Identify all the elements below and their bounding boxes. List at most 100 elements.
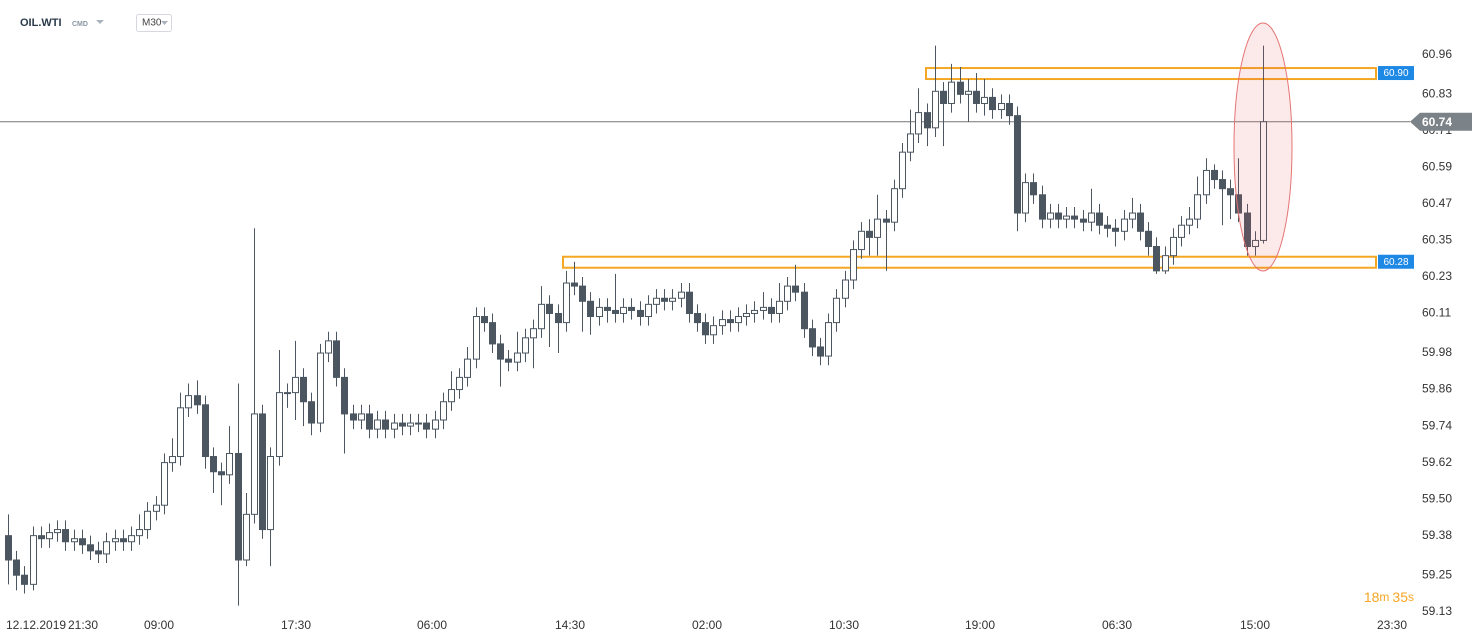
candle-body [284, 392, 291, 395]
x-tick-label: 02:00 [692, 618, 722, 632]
candle-body [989, 96, 996, 111]
x-tick-label: 21:30 [68, 618, 98, 632]
candle-body [1121, 218, 1128, 232]
candle-body [497, 343, 504, 360]
candle-body [1014, 115, 1021, 214]
candle-body [5, 535, 12, 561]
highlight [1233, 22, 1293, 272]
candle-body [169, 456, 176, 464]
candle-body [226, 452, 233, 476]
candle-body [235, 452, 242, 561]
candle-body [710, 325, 717, 336]
interval-select[interactable] [136, 14, 172, 32]
candle-body [883, 218, 890, 223]
candle-body [809, 328, 816, 348]
current-price-label: 60.74 [1422, 115, 1452, 129]
candle-body [645, 303, 652, 318]
candle-body [825, 322, 832, 357]
candle-body [38, 535, 45, 540]
candle-body [292, 376, 299, 394]
candle-body [587, 300, 594, 318]
y-tick-label: 60.96 [1422, 47, 1452, 61]
candle-body [1178, 224, 1185, 238]
candle-body [546, 303, 553, 314]
candle-body [202, 404, 209, 458]
candle-body [267, 456, 274, 531]
candle-body [136, 529, 143, 537]
candle-body [669, 297, 676, 302]
candle-body [251, 413, 258, 515]
candle-body [686, 291, 693, 314]
candle-body [308, 401, 315, 424]
interval: M30 [142, 18, 162, 29]
candle-body [579, 285, 586, 302]
candle-body [144, 510, 151, 531]
timer-seconds: 35 [1392, 589, 1408, 605]
y-tick-label: 59.38 [1422, 528, 1452, 542]
x-tick-label: 17:30 [281, 618, 311, 632]
candle-body [571, 282, 578, 287]
candle-body [915, 112, 922, 135]
x-tick-label: 12.12.2019 [6, 618, 66, 632]
candle-body [514, 352, 521, 363]
candle-body [563, 282, 570, 324]
candle-body [907, 133, 914, 153]
candle-body [604, 306, 611, 311]
candle-body [776, 300, 783, 314]
candle-body [62, 529, 69, 543]
candle-body [1170, 236, 1177, 257]
candle-body [751, 309, 758, 314]
candle-body [973, 90, 980, 104]
candle-body [637, 309, 644, 318]
candle-body [95, 550, 102, 555]
level-label: 60.28 [1383, 257, 1408, 268]
candle-body [13, 559, 20, 576]
candle-body [423, 422, 430, 430]
candle-body [743, 312, 750, 318]
candle-body [120, 538, 127, 543]
symbol-dropdown[interactable] [96, 20, 104, 24]
candle-body [432, 419, 439, 430]
candle-body [1244, 212, 1251, 248]
candle-body [177, 407, 184, 458]
candle-body [858, 230, 865, 251]
y-tick-label: 59.74 [1422, 418, 1452, 432]
candle-body [981, 96, 988, 104]
candle-body [1186, 218, 1193, 226]
candle-body [1030, 182, 1037, 196]
candle-body [555, 312, 562, 324]
candle-body [391, 422, 398, 430]
candle-body [1080, 218, 1087, 223]
candle-body [300, 376, 307, 403]
timer-minutes: 18 [1364, 589, 1380, 605]
candle-body [874, 218, 881, 238]
candle-body [30, 535, 37, 585]
y-tick-label: 60.83 [1422, 87, 1452, 101]
candle-body [866, 230, 873, 238]
timer-seconds-unit: s [1408, 590, 1414, 604]
candle-body [112, 538, 119, 543]
candle-body [801, 291, 808, 330]
candle-body [899, 151, 906, 190]
candle-body [530, 328, 537, 339]
candle-body [1219, 179, 1226, 190]
candle-body [833, 297, 840, 324]
candle-body [1129, 212, 1136, 220]
candle-body [382, 419, 389, 430]
candle-body [940, 90, 947, 104]
candle-body [948, 81, 955, 104]
candle-body [317, 352, 324, 424]
candle-body [1104, 224, 1111, 229]
candle-body [1063, 215, 1070, 220]
y-tick-label: 59.62 [1422, 455, 1452, 469]
candle-body [957, 81, 964, 95]
candle-body [538, 303, 545, 330]
candle-body [735, 316, 742, 324]
candle-body [727, 319, 734, 324]
y-tick-label: 60.11 [1422, 306, 1451, 320]
x-tick-label: 06:30 [1102, 618, 1132, 632]
x-tick-label: 19:00 [965, 618, 995, 632]
interval-dropdown[interactable] [161, 21, 168, 25]
candle-body [243, 513, 250, 561]
